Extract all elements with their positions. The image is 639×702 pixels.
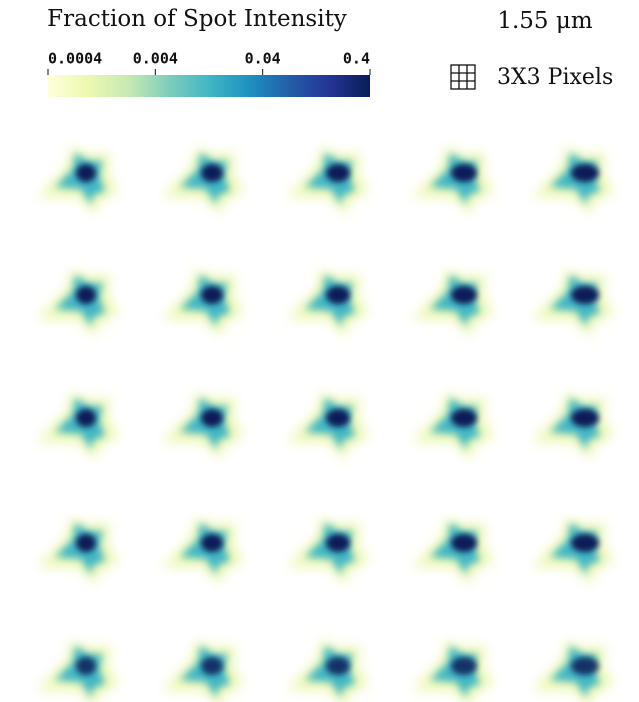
spot-core xyxy=(201,657,223,675)
spot xyxy=(37,147,119,215)
spot xyxy=(162,640,244,702)
pixel-icon xyxy=(450,64,476,90)
spot-core xyxy=(76,657,96,675)
spot xyxy=(37,392,119,460)
colorbar xyxy=(48,75,370,97)
spot-core xyxy=(571,657,599,675)
colorbar-tick-label: 0.0004 xyxy=(48,50,102,68)
spot xyxy=(412,269,494,337)
spot-core xyxy=(451,409,477,427)
spot-core xyxy=(76,409,96,427)
spot xyxy=(412,392,494,460)
spot xyxy=(287,640,369,702)
spot-core xyxy=(76,286,96,304)
spot xyxy=(162,517,244,585)
spot xyxy=(162,392,244,460)
colorbar-tick-label: 0.04 xyxy=(245,50,281,68)
spot-core xyxy=(571,409,599,427)
spot-core xyxy=(76,534,96,552)
spot-core xyxy=(571,534,599,552)
spot-core xyxy=(571,286,599,304)
spot xyxy=(37,517,119,585)
spot xyxy=(287,147,369,215)
spot-core xyxy=(201,409,223,427)
spot xyxy=(37,269,119,337)
spot-core xyxy=(201,164,223,182)
spot-core xyxy=(451,534,477,552)
spot-core xyxy=(326,286,350,304)
spot-core xyxy=(326,657,350,675)
spot-core xyxy=(326,409,350,427)
spot-core xyxy=(451,657,477,675)
colorbar-tick-label: 0.004 xyxy=(133,50,178,68)
spot xyxy=(162,269,244,337)
spot xyxy=(532,392,614,460)
spot-core xyxy=(326,164,350,182)
colorbar-tick-label: 0.4 xyxy=(343,50,370,68)
scale-label: 1.55 μm xyxy=(497,8,592,34)
colorbar-title: Fraction of Spot Intensity xyxy=(47,6,347,32)
spot xyxy=(412,517,494,585)
spot-core xyxy=(201,286,223,304)
spot xyxy=(162,147,244,215)
spot xyxy=(412,640,494,702)
spot-core xyxy=(571,164,599,182)
pixel-legend: 3X3 Pixels xyxy=(497,65,613,90)
spot xyxy=(37,640,119,702)
spot xyxy=(532,147,614,215)
spot-core xyxy=(451,164,477,182)
spot xyxy=(532,517,614,585)
spot-core xyxy=(451,286,477,304)
spot-grid xyxy=(37,147,614,702)
spot xyxy=(532,269,614,337)
spot-core xyxy=(76,164,96,182)
spot xyxy=(287,392,369,460)
spot xyxy=(287,269,369,337)
spot xyxy=(412,147,494,215)
spot-core xyxy=(326,534,350,552)
spot xyxy=(287,517,369,585)
spot-core xyxy=(201,534,223,552)
spot xyxy=(532,640,614,702)
